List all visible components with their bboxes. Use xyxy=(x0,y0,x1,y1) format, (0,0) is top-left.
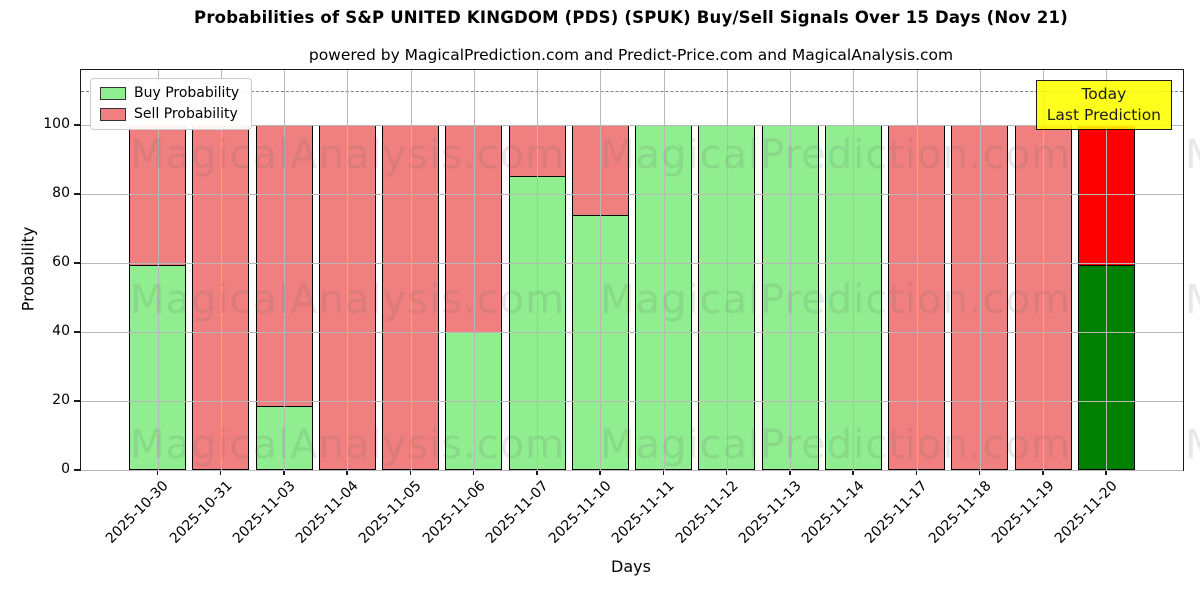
sell-swatch-icon xyxy=(100,108,126,121)
y-tick-label: 100 xyxy=(43,116,70,133)
x-tick-label-text: 2025-11-19 xyxy=(988,478,1058,547)
today-annotation-line1: Today xyxy=(1081,85,1127,103)
y-tick xyxy=(74,124,80,126)
v-gridline xyxy=(1106,70,1108,470)
y-tick xyxy=(74,400,80,402)
x-tick xyxy=(599,469,601,475)
x-tick xyxy=(219,469,222,475)
h-gridline xyxy=(81,332,1183,334)
h-gridline xyxy=(81,401,1183,403)
h-gridline xyxy=(81,125,1183,127)
x-axis-label: Days xyxy=(611,557,651,576)
watermark-text: MagicalPrediction.com xyxy=(600,277,1071,323)
y-tick-label: 80 xyxy=(52,185,70,202)
v-gridline xyxy=(600,70,602,470)
x-tick xyxy=(725,469,728,475)
y-tick xyxy=(74,262,80,264)
x-tick-label-text: 2025-11-03 xyxy=(229,478,299,547)
v-gridline xyxy=(1043,70,1045,470)
chart-subtitle: powered by MagicalPrediction.com and Pre… xyxy=(308,46,954,64)
v-gridline xyxy=(473,70,475,470)
x-tick xyxy=(283,469,285,475)
y-tick-label: 0 xyxy=(61,461,70,477)
x-tick-label-text: 2025-11-12 xyxy=(672,478,742,547)
v-gridline xyxy=(220,70,222,470)
watermark-text: MagicalAnalysis.com xyxy=(130,422,566,468)
x-tick xyxy=(789,469,791,475)
x-tick xyxy=(662,469,665,475)
x-tick xyxy=(346,469,348,475)
v-gridline xyxy=(410,70,412,470)
buy-swatch-icon xyxy=(100,87,126,100)
watermark-text: MagicalPrediction.com xyxy=(600,132,1071,178)
y-tick-label: 20 xyxy=(52,392,70,409)
x-tick-label-text: 2025-11-04 xyxy=(292,478,362,547)
x-tick-label-text: 2025-11-14 xyxy=(798,478,868,547)
x-tick-label-text: 2025-11-17 xyxy=(862,478,931,547)
x-tick-label-text: 2025-11-07 xyxy=(482,478,552,547)
x-tick xyxy=(536,469,538,475)
watermark-text: MagicalAnalysis.com xyxy=(1185,422,1200,468)
watermark-text: MagicalAnalysis.com xyxy=(1185,277,1200,323)
v-gridline xyxy=(157,70,159,470)
legend-item-sell: Sell Probability xyxy=(100,107,239,122)
plot-area xyxy=(80,69,1184,471)
x-tick-label-text: 2025-10-31 xyxy=(166,478,236,547)
dashed-threshold-line xyxy=(81,90,1183,92)
y-tick xyxy=(74,331,80,333)
watermark-text: MagicalAnalysis.com xyxy=(130,277,566,323)
x-tick xyxy=(1105,469,1107,475)
legend-label-buy: Buy Probability xyxy=(134,85,240,101)
x-tick xyxy=(409,469,412,475)
y-tick xyxy=(74,469,80,471)
x-tick-label-text: 2025-11-05 xyxy=(356,478,425,547)
legend-item-buy: Buy Probability xyxy=(100,86,239,101)
x-tick xyxy=(156,469,159,475)
h-gridline xyxy=(81,263,1183,265)
x-tick-label-text: 2025-11-06 xyxy=(419,478,489,547)
v-gridline xyxy=(663,70,665,470)
h-gridline xyxy=(81,470,1183,471)
today-annotation: Today Last Prediction xyxy=(1035,80,1172,130)
v-gridline xyxy=(790,70,792,470)
x-tick xyxy=(472,469,475,475)
y-tick-label: 60 xyxy=(52,254,70,271)
x-tick-label-text: 2025-11-10 xyxy=(545,478,615,547)
x-tick xyxy=(978,469,981,475)
legend: Buy Probability Sell Probability xyxy=(90,78,253,130)
v-gridline xyxy=(284,70,286,470)
legend-label-sell: Sell Probability xyxy=(134,106,238,122)
v-gridline xyxy=(979,70,981,470)
x-tick xyxy=(852,469,854,475)
x-tick-label-text: 2025-11-13 xyxy=(735,478,805,547)
v-gridline xyxy=(347,70,349,470)
watermark-text: MagicalPrediction.com xyxy=(600,422,1071,468)
x-tick-label-text: 2025-11-11 xyxy=(609,478,678,547)
h-gridline xyxy=(81,194,1183,196)
v-gridline xyxy=(726,70,728,470)
x-tick-label-text: 2025-10-30 xyxy=(103,478,172,547)
x-tick-label-text: 2025-11-18 xyxy=(925,478,995,547)
v-gridline xyxy=(537,70,539,470)
v-gridline xyxy=(853,70,855,470)
watermark-text: MagicalAnalysis.com xyxy=(130,132,566,178)
y-tick xyxy=(74,193,80,195)
x-tick xyxy=(1042,469,1044,475)
watermark-text: MagicalAnalysis.com xyxy=(1185,132,1200,178)
x-tick xyxy=(915,469,918,475)
chart-title: Probabilities of S&P UNITED KINGDOM (PDS… xyxy=(194,8,1068,27)
x-tick-label-text: 2025-11-20 xyxy=(1051,478,1121,547)
v-gridline xyxy=(916,70,918,470)
today-annotation-line2: Last Prediction xyxy=(1046,106,1161,124)
y-tick-label: 40 xyxy=(52,323,70,340)
